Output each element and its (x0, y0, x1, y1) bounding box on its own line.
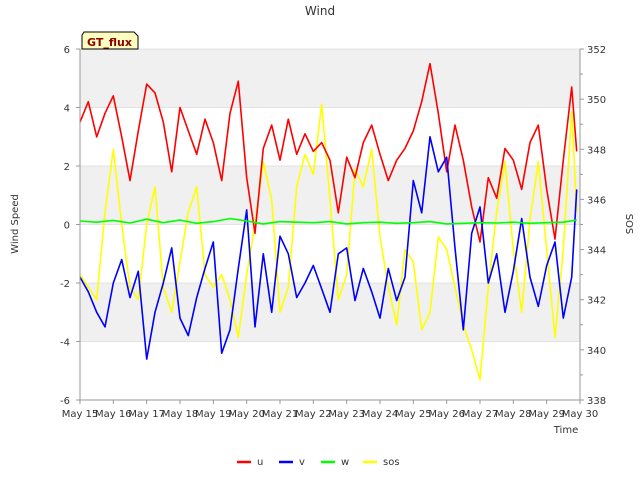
x-tick-label: May 20 (228, 409, 265, 420)
y-left-tick-label: 0 (64, 221, 70, 232)
y-right-tick-label: 346 (587, 195, 606, 206)
series-lines (79, 62, 578, 381)
y-left-tick-label: -2 (60, 279, 70, 290)
legend-label-u: u (257, 457, 263, 468)
y-left-tick-label: -6 (60, 396, 70, 407)
y-right-tick-label: 340 (587, 346, 606, 357)
y-right-tick-label: 344 (587, 246, 606, 257)
y-left-tick-label: 4 (64, 104, 70, 115)
legend-label-sos: sos (383, 457, 400, 468)
legend-label-w: w (341, 457, 349, 468)
tick-labels: -6 -4 -2 0 2 4 6 338 340 342 344 346 348 350 352 May 15… (60, 45, 606, 420)
x-tick-label: May 19 (195, 409, 232, 420)
x-tick-label: May 22 (295, 409, 332, 420)
y-right-tick-label: 350 (587, 95, 606, 106)
x-tick-label: May 26 (428, 409, 465, 420)
y-left-tick-label: 6 (64, 45, 70, 56)
x-tick-label: May 18 (162, 409, 199, 420)
x-tick-label: May 25 (395, 409, 432, 420)
legend-label-v: v (299, 457, 305, 468)
series-v-line (79, 136, 578, 360)
x-tick-label: May 21 (262, 409, 299, 420)
y-right-tick-label: 348 (587, 145, 606, 156)
x-tick-label: May 28 (495, 409, 532, 420)
x-axis-label: Time (553, 425, 578, 436)
y-left-tick-label: 2 (64, 162, 70, 173)
x-tick-label: May 29 (528, 409, 565, 420)
x-tick-label: May 15 (62, 409, 99, 420)
series-sos-line (79, 103, 578, 381)
y-right-tick-label: 338 (587, 396, 606, 407)
x-tick-label: May 16 (95, 409, 132, 420)
y-right-tick-label: 342 (587, 296, 606, 307)
series-w-line (79, 217, 577, 225)
x-tick-label: May 30 (562, 409, 599, 420)
y-right-tick-label: 352 (587, 45, 606, 56)
series-u-line (79, 62, 578, 243)
band-0 (80, 49, 580, 108)
x-tick-label: May 27 (462, 409, 499, 420)
x-tick-label: May 23 (328, 409, 365, 420)
site-label: GT_flux (87, 36, 132, 49)
x-tick-label: May 24 (362, 409, 399, 420)
y-axis-label-right: SOS (623, 214, 634, 235)
site-label-background (81, 31, 139, 50)
site-label-box: GT_flux (81, 31, 139, 50)
legend: u v w sos (237, 457, 400, 468)
chart-title: Wind (305, 4, 335, 18)
y-left-tick-label: -4 (60, 338, 70, 349)
x-tick-label: May 17 (128, 409, 165, 420)
y-axis-label-left: Wind Speed (10, 194, 21, 254)
